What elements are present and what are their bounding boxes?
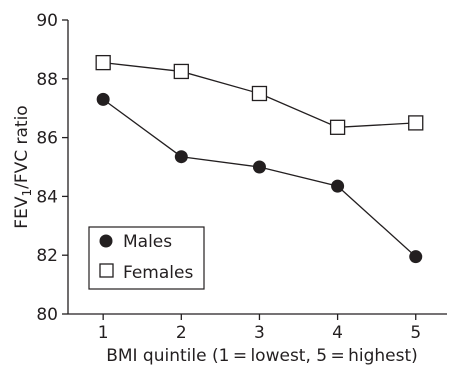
legend-males-marker bbox=[99, 234, 113, 248]
data-point-males bbox=[174, 150, 188, 164]
x-axis-label: BMI quintile (1 = lowest, 5 = highest) bbox=[106, 346, 418, 366]
legend-males-label: Males bbox=[123, 232, 172, 252]
data-point-females bbox=[173, 63, 189, 80]
axes bbox=[67, 20, 447, 315]
series-markers bbox=[95, 54, 424, 264]
ticks: 80 82 84 86 88 90 1 2 3 4 5 bbox=[36, 11, 421, 343]
data-point-males bbox=[409, 250, 423, 264]
y-axis-label-main: FEV bbox=[12, 196, 32, 229]
x-tick-label: 4 bbox=[332, 323, 343, 343]
legend: Males Females bbox=[88, 226, 205, 290]
data-point-females bbox=[408, 115, 424, 131]
data-point-females bbox=[95, 54, 111, 71]
legend-females-marker bbox=[99, 263, 114, 278]
data-point-females bbox=[329, 119, 346, 135]
data-point-males bbox=[252, 160, 266, 174]
x-tick-label: 5 bbox=[410, 323, 421, 343]
data-point-males bbox=[331, 179, 345, 193]
y-tick-label: 80 bbox=[36, 305, 58, 325]
y-tick-label: 90 bbox=[36, 11, 58, 31]
legend-females-label: Females bbox=[123, 263, 193, 283]
x-tick-label: 3 bbox=[254, 323, 265, 343]
x-tick-label: 2 bbox=[176, 323, 187, 343]
x-tick-label: 1 bbox=[98, 323, 109, 343]
y-axis-label-rest: /FVC ratio bbox=[12, 105, 32, 189]
data-point-males bbox=[96, 92, 110, 106]
y-axis-label: FEV1/FVC ratio bbox=[12, 105, 34, 228]
data-point-females bbox=[251, 85, 268, 102]
y-axis-label-subscript: 1 bbox=[20, 189, 34, 197]
y-tick-label: 84 bbox=[36, 187, 58, 207]
y-tick-label: 82 bbox=[36, 246, 58, 266]
y-tick-label: 86 bbox=[36, 129, 58, 149]
y-tick-label: 88 bbox=[36, 70, 58, 90]
